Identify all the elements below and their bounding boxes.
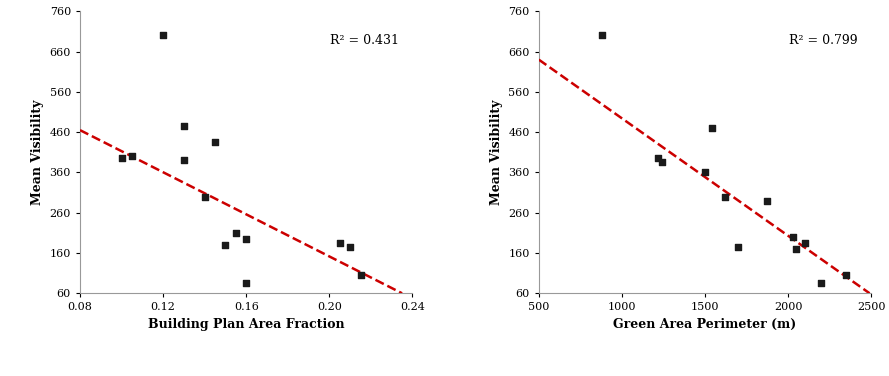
Point [354,272,368,278]
Point [786,234,800,240]
Point [698,170,712,176]
Point [239,280,253,286]
Text: R² = 0.431: R² = 0.431 [330,34,399,47]
Point [197,194,212,200]
Point [343,244,357,250]
Point [839,272,853,278]
Point [177,157,191,163]
Point [332,240,347,246]
Point [731,244,745,250]
Y-axis label: Mean Visibility: Mean Visibility [31,100,44,205]
Point [239,236,253,242]
Point [177,123,191,129]
Point [115,155,129,161]
Point [717,194,732,200]
Point [652,155,666,161]
Point [789,246,804,252]
Point [228,230,243,236]
Point [797,240,812,246]
Point [654,159,669,165]
Point [208,139,222,145]
Point [705,125,719,131]
Text: R² = 0.799: R² = 0.799 [789,34,858,47]
X-axis label: Green Area Perimeter (m): Green Area Perimeter (m) [613,318,797,331]
X-axis label: Building Plan Area Fraction: Building Plan Area Fraction [148,318,345,331]
Point [595,32,609,38]
Point [759,198,773,204]
Point [814,280,829,286]
Point [124,153,139,159]
Y-axis label: Mean Visibility: Mean Visibility [490,100,503,205]
Point [219,242,233,248]
Point [156,32,170,38]
